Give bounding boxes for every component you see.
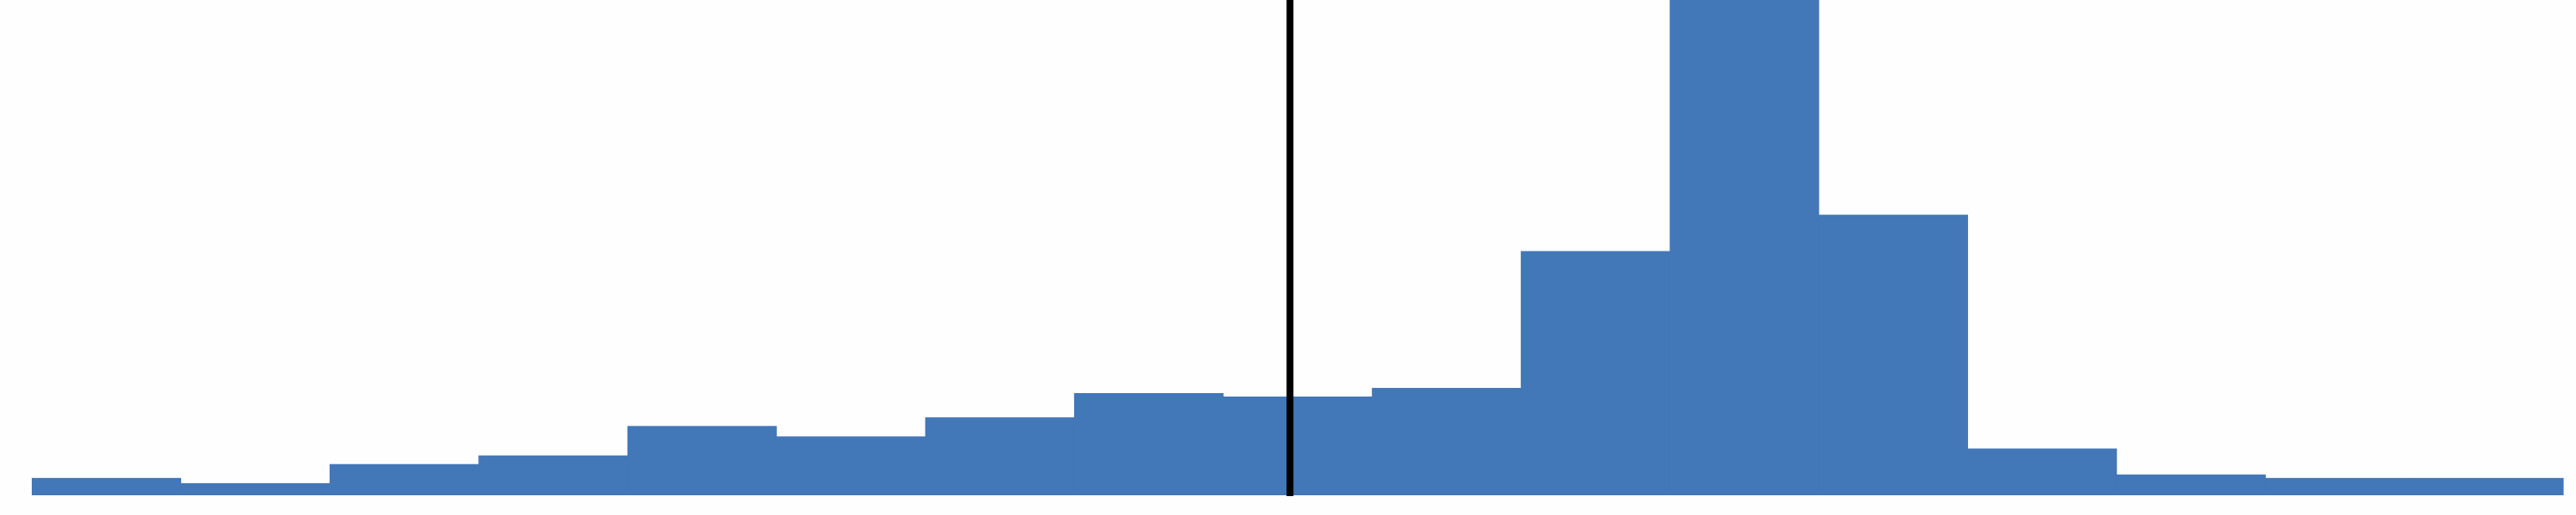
histogram-bar-12 — [1669, 0, 1820, 495]
histogram-bars — [32, 0, 2564, 496]
histogram-bar-14 — [1967, 448, 2117, 495]
histogram-bar-8 — [1073, 392, 1224, 495]
histogram-bar-16 — [2265, 477, 2415, 495]
histogram-bar-4 — [478, 455, 629, 495]
histogram-bar-3 — [329, 464, 479, 495]
histogram-bar-5 — [627, 426, 777, 495]
histogram-bar-10 — [1371, 387, 1522, 495]
histogram-bar-15 — [2116, 474, 2266, 495]
histogram-bar-2 — [180, 482, 331, 495]
histogram-bar-9 — [1223, 397, 1373, 495]
histogram-bar-11 — [1521, 251, 1671, 495]
histogram-bar-17 — [2414, 477, 2564, 495]
histogram-bar-1 — [32, 477, 182, 495]
histogram-bar-13 — [1818, 215, 1968, 496]
histogram-bar-7 — [925, 417, 1075, 495]
histogram-bar-6 — [776, 436, 927, 495]
